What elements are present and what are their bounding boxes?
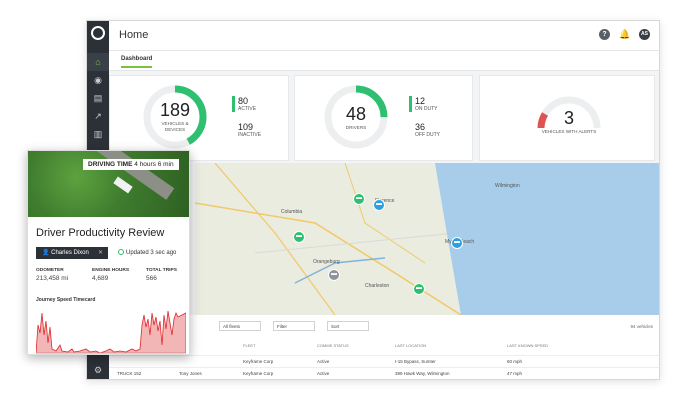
inactive-label: INACTIVE: [238, 132, 262, 138]
card-title: Driver Productivity Review: [36, 227, 165, 239]
city-label: Orangeburg: [313, 259, 340, 265]
on-duty-count: 12: [415, 96, 426, 106]
alerts-label: VEHICLES WITH ALERTS: [541, 129, 597, 134]
stat-value: 566: [146, 275, 157, 282]
drivers-ring: [324, 85, 388, 149]
user-icon: 👤: [42, 250, 52, 256]
column-header[interactable]: FLEET: [243, 343, 256, 348]
table-cell[interactable]: TRUCK 152: [117, 371, 142, 376]
vehicle-pin[interactable]: ▬: [373, 199, 385, 211]
table-cell: 60 mph: [507, 359, 523, 364]
avatar[interactable]: AS: [639, 29, 650, 40]
bell-icon[interactable]: 🔔: [619, 29, 631, 39]
top-bar: Home ? 🔔 AS: [109, 21, 659, 51]
on-duty-bar: [409, 96, 412, 112]
driving-time-value: 4 hours 6 min: [134, 161, 174, 168]
drivers-card[interactable]: 48 DRIVERS 12 ON DUTY 36 OFF DUTY: [294, 75, 473, 161]
table-cell: Active: [317, 359, 330, 364]
filter-select[interactable]: Filter: [273, 321, 315, 331]
sort-select[interactable]: Sort: [327, 321, 369, 331]
document-icon[interactable]: ▥: [93, 128, 103, 139]
speed-timecard-chart: [36, 305, 186, 354]
alerts-total: 3: [563, 108, 574, 128]
on-duty-label: ON DUTY: [415, 106, 438, 112]
fleet-filter[interactable]: All fleets: [219, 321, 261, 331]
vehicle-pin[interactable]: ▬: [413, 283, 425, 295]
driving-time-label: DRIVING TIME: [88, 161, 133, 168]
stat-label: ODOMETER: [36, 268, 64, 273]
vehicles-card[interactable]: 189 VEHICLES & DEVICES 80 ACTIVE 109 INA…: [109, 75, 289, 161]
alerts-card[interactable]: 3 VEHICLES WITH ALERTS: [479, 75, 655, 161]
off-duty-label: OFF DUTY: [415, 132, 440, 138]
table-cell: 47 mph: [507, 371, 523, 376]
city-label: Columbia: [281, 209, 303, 215]
stat-value: 4,689: [92, 275, 109, 282]
dashboard-window: ⌂ ◉ ▤ ↗ ▥ ⚙ Home ? 🔔 AS Dashboard 189 VE…: [86, 20, 660, 380]
vehicles-total: 189: [159, 100, 191, 120]
vehicles-label: VEHICLES & DEVICES: [161, 121, 189, 132]
vehicle-pin[interactable]: ▬: [451, 237, 463, 249]
driver-productivity-card: DRIVING TIME 4 hours 6 min Driver Produc…: [27, 150, 190, 355]
logo-icon: [91, 26, 105, 40]
driving-time-badge: DRIVING TIME 4 hours 6 min: [83, 159, 179, 170]
vehicles-ring: [143, 85, 207, 149]
globe-icon[interactable]: ◉: [94, 74, 102, 85]
reports-icon[interactable]: ↗: [94, 110, 102, 121]
active-count: 80: [238, 96, 249, 106]
vehicle-pin[interactable]: ▬: [293, 231, 305, 243]
drivers-label: DRIVERS: [345, 125, 367, 130]
tab-bar: Dashboard: [109, 51, 659, 71]
messages-icon[interactable]: ▤: [93, 92, 103, 103]
active-label: ACTIVE: [238, 106, 257, 112]
vehicles-table: All fleets Filter Sort 94 vehicles FLEET…: [109, 315, 659, 379]
city-label: Charleston: [365, 283, 390, 289]
vehicle-count: 94 vehicles: [630, 324, 653, 329]
fleet-map[interactable]: Columbia Florence Myrtle Beach Orangebur…: [195, 163, 659, 315]
settings-icon[interactable]: ⚙: [93, 364, 103, 375]
off-duty-count: 36: [415, 122, 426, 132]
page-title: Home: [119, 29, 149, 41]
map-roads: [195, 163, 659, 315]
active-bar: [232, 96, 235, 112]
table-cell: Keyframe Corp: [243, 371, 274, 376]
speed-area: [36, 310, 186, 354]
table-cell: I-15 Bypass, Sumter: [395, 359, 436, 364]
chart-title: Journey Speed Timecard: [36, 297, 96, 303]
column-header[interactable]: LAST KNOWN SPEED: [507, 343, 549, 348]
tab-dashboard[interactable]: Dashboard: [121, 56, 153, 68]
city-label: Wilmington: [495, 183, 520, 189]
stat-label: TOTAL TRIPS: [146, 268, 177, 273]
close-icon[interactable]: ✕: [97, 250, 103, 256]
table-cell: Keyframe Corp: [243, 359, 274, 364]
refresh-icon: [118, 249, 124, 255]
inactive-count: 109: [238, 122, 254, 132]
table-cell: Active: [317, 371, 330, 376]
table-cell: Tony Jones: [179, 371, 202, 376]
alerts-gauge: [537, 96, 601, 129]
help-icon[interactable]: ?: [599, 29, 610, 40]
driver-chip[interactable]: 👤 Charles Dixon ✕: [36, 247, 108, 259]
drivers-total: 48: [345, 104, 367, 124]
hero-image: DRIVING TIME 4 hours 6 min: [28, 151, 189, 217]
stat-value: 213,458 mi: [36, 275, 69, 282]
column-header[interactable]: LAST LOCATION: [395, 343, 427, 348]
stat-label: ENGINE HOURS: [92, 268, 130, 273]
city-label: Florence: [375, 198, 395, 204]
updated-text: Updated 3 sec ago: [126, 250, 177, 256]
home-icon[interactable]: ⌂: [87, 53, 109, 71]
vehicle-pin[interactable]: ▬: [353, 193, 365, 205]
vehicle-pin[interactable]: ▬: [328, 269, 340, 281]
column-header[interactable]: COMMS STATUS: [317, 343, 349, 348]
driver-name: Charles Dixon: [51, 250, 89, 256]
table-cell: 399 Hawk Way, Wilmington: [395, 371, 450, 376]
